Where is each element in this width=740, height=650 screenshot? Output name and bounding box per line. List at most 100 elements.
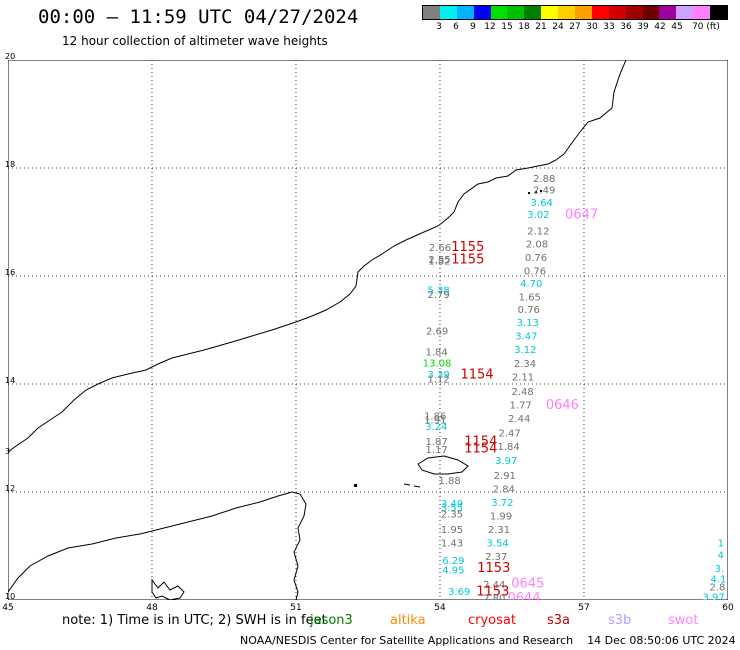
wave-height-observation: 3.12 (514, 345, 536, 356)
wave-height-observation: 1153 (476, 584, 509, 599)
footer-credit: NOAA/NESDIS Center for Satellite Applica… (240, 634, 736, 647)
color-scale-label: 24 (552, 22, 564, 32)
wave-height-observation: 2.08 (526, 240, 548, 251)
wave-height-observation: 1154 (464, 434, 497, 449)
wave-height-observation: 1155 (451, 240, 484, 255)
wave-height-observation: 2.47 (498, 429, 520, 440)
wave-height-observation: 2.44 (508, 414, 530, 425)
wave-height-observation: 1.87 (425, 437, 447, 448)
color-scale-label: 39 (637, 22, 649, 32)
map-frame (8, 60, 728, 600)
wave-height-observation: 3.47 (515, 332, 537, 343)
wave-height-observation: 2.49 (533, 186, 555, 197)
color-scale-label: 45 (671, 22, 683, 32)
wave-height-observation: 4.95 (442, 565, 464, 576)
wave-height-observation: 3.02 (527, 210, 549, 221)
color-scale-label: 27 (569, 22, 581, 32)
wave-height-observation: 2.79 (427, 290, 449, 301)
color-swatch (423, 6, 440, 19)
color-scale-label: 21 (535, 22, 547, 32)
wave-height-observation: 2.80 (483, 593, 505, 600)
color-swatch (659, 6, 677, 19)
color-scale-label: 12 (484, 22, 496, 32)
longitude-label: 45 (2, 603, 14, 613)
longitude-label: 57 (578, 603, 590, 613)
wave-height-observation: 2.48 (511, 387, 533, 398)
wave-height-observation: 1.91 (424, 416, 446, 427)
color-swatch (676, 6, 694, 19)
wave-height-observation: 1154 (460, 367, 493, 382)
mission-jason3: jason3 (310, 613, 353, 628)
wave-height-observation: 1.65 (519, 293, 541, 304)
wave-height-observation: 2.11 (512, 373, 534, 384)
wave-height-observation: 2.91 (494, 471, 516, 482)
color-swatch (490, 6, 508, 19)
color-scale-label: 36 (620, 22, 632, 32)
wave-height-observation: 3.64 (531, 198, 553, 209)
wave-height-observation: 4.1 (710, 575, 726, 586)
color-swatch (693, 6, 711, 19)
wave-height-observation: 3.13 (517, 318, 539, 329)
wave-height-observation: 3.69 (448, 587, 470, 598)
wave-height-observation: 1 (718, 538, 724, 549)
color-scale-label: 3 (436, 22, 442, 32)
wave-height-observation: 2.34 (514, 359, 536, 370)
wave-height-observation: 1153 (477, 561, 510, 576)
credit-text: NOAA/NESDIS Center for Satellite Applica… (240, 634, 574, 647)
wave-height-observation: 1.84 (425, 348, 447, 359)
mission-cryosat: cryosat (468, 613, 516, 628)
map-grid (8, 60, 728, 600)
wave-height-observation: 0644 (507, 591, 540, 600)
wave-height-observation: 2.84 (493, 484, 515, 495)
map-title: 00:00 – 11:59 UTC 04/27/2024 (38, 6, 359, 28)
wave-height-observation: 0647 (565, 208, 598, 223)
color-scale-label: 30 (586, 22, 598, 32)
wave-height-observation: 1.77 (509, 401, 531, 412)
wave-height-observation: 2.55 (428, 255, 450, 266)
wave-height-observation: 3.55 (441, 503, 463, 514)
wave-height-observation: 0646 (546, 398, 579, 413)
mission-altika: altika (390, 613, 426, 628)
color-swatch (558, 6, 576, 19)
wave-height-observation: 1.82 (428, 256, 450, 267)
wave-height-observation: 0.76 (524, 267, 546, 278)
wave-height-observation: 1.43 (441, 538, 463, 549)
wave-height-observation: 3.49 (441, 499, 463, 510)
latitude-label: 14 (5, 376, 16, 385)
wave-height-observation: 0.76 (518, 305, 540, 316)
wave-height-observation: 2.8 (709, 583, 725, 594)
wave-height-observation: 3.97 (495, 456, 517, 467)
wave-height-observation: 4.70 (520, 279, 542, 290)
latitude-label: 10 (5, 592, 16, 601)
observation-labels: 2.662.551.82115511555.382.792.691.8413.0… (423, 174, 727, 600)
wave-height-observation: 5.38 (427, 286, 449, 297)
color-scale-label: 6 (453, 22, 459, 32)
left-edge-marker: 3 (5, 447, 11, 456)
latitude-label: 12 (5, 484, 16, 493)
mission-swot: swot (668, 613, 699, 628)
wave-height-observation: 2.31 (488, 525, 510, 536)
mission-s3a: s3a (547, 613, 571, 628)
wave-height-observation: 1.86 (424, 411, 446, 422)
wave-height-observation: 0645 (511, 576, 544, 591)
color-swatch (507, 6, 525, 19)
wave-height-observation: 2.66 (429, 243, 451, 254)
wave-height-map: 2.662.551.82115511555.382.792.691.8413.0… (8, 60, 728, 600)
color-swatch (625, 6, 643, 19)
wave-height-observation: 3.97 (702, 592, 724, 600)
wave-height-observation: 2.69 (426, 327, 448, 338)
wave-height-observation: 1.12 (427, 375, 449, 386)
color-swatch (541, 6, 559, 19)
color-scale-label: 15 (501, 22, 513, 32)
wave-height-observation: 0.76 (525, 253, 547, 264)
wave-height-observation: 3. (715, 564, 725, 575)
wave-height-observation: 1155 (451, 252, 484, 267)
color-scale-labels: 3 6 9 12 15 18 21 24 27 30 33 36 39 42 45 70 (ft) (422, 22, 740, 34)
color-swatch (608, 6, 626, 19)
wave-height-observation: 6.29 (442, 556, 464, 567)
wave-height-observation: 2.12 (527, 227, 549, 238)
wave-height-observation: 3.72 (491, 498, 513, 509)
latitude-label: 20 (5, 52, 16, 61)
longitude-label: 48 (146, 603, 158, 613)
generated-timestamp: 14 Dec 08:50:06 UTC 2024 (587, 634, 736, 647)
